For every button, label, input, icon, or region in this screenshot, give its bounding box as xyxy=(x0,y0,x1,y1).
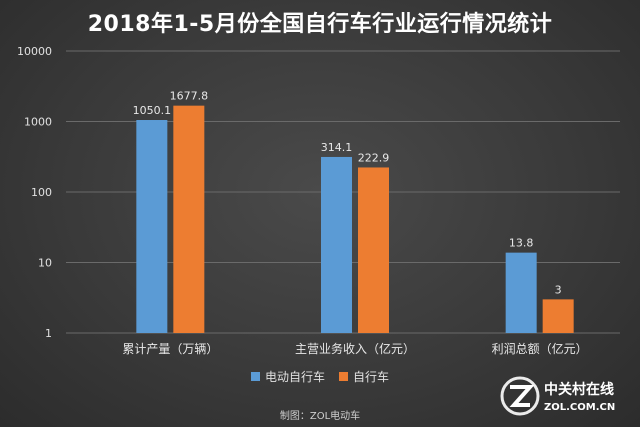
data-label: 3 xyxy=(555,283,562,296)
bar-bike xyxy=(542,299,574,333)
zol-logo-text: 中关村在线 xyxy=(544,381,614,398)
y-tick-label: 1 xyxy=(45,327,52,340)
zol-logo-url: ZOL.COM.CN xyxy=(544,402,615,413)
x-tick-label: 主营业务收入（亿元） xyxy=(295,341,415,356)
y-tick-label: 10000 xyxy=(17,45,52,58)
x-tick-label: 利润总额（亿元） xyxy=(492,341,588,356)
legend: 电动自行车 自行车 xyxy=(0,368,640,385)
bar-ebike xyxy=(505,252,537,333)
bar-ebike xyxy=(321,156,352,333)
data-label: 314.1 xyxy=(321,141,353,154)
legend-item-ebike: 电动自行车 xyxy=(250,368,325,385)
y-tick-label: 10 xyxy=(38,257,52,270)
x-tick-label: 累计产量（万辆） xyxy=(122,342,218,356)
data-label: 1677.8 xyxy=(170,90,209,103)
bar-bike xyxy=(358,167,389,333)
zol-logo: 中关村在线 ZOL.COM.CN xyxy=(500,376,615,416)
legend-label-ebike: 电动自行车 xyxy=(264,370,325,384)
chart-credit: 制图：ZOL电动车 xyxy=(279,411,361,422)
bar-bike xyxy=(173,105,205,333)
chart-title: 2018年1-5月份全国自行车行业运行情况统计 xyxy=(87,12,553,37)
data-label: 222.9 xyxy=(358,151,390,164)
data-label: 13.8 xyxy=(509,237,534,250)
data-label: 1050.1 xyxy=(133,104,172,117)
y-tick-label: 1000 xyxy=(24,116,52,129)
bar-ebike xyxy=(136,120,168,333)
legend-item-bike: 自行车 xyxy=(339,368,389,385)
legend-label-bike: 自行车 xyxy=(353,370,390,384)
zol-logo-mark xyxy=(500,376,540,416)
legend-swatch-bike xyxy=(339,372,348,381)
y-tick-label: 100 xyxy=(31,186,52,199)
legend-swatch-ebike xyxy=(250,372,260,381)
